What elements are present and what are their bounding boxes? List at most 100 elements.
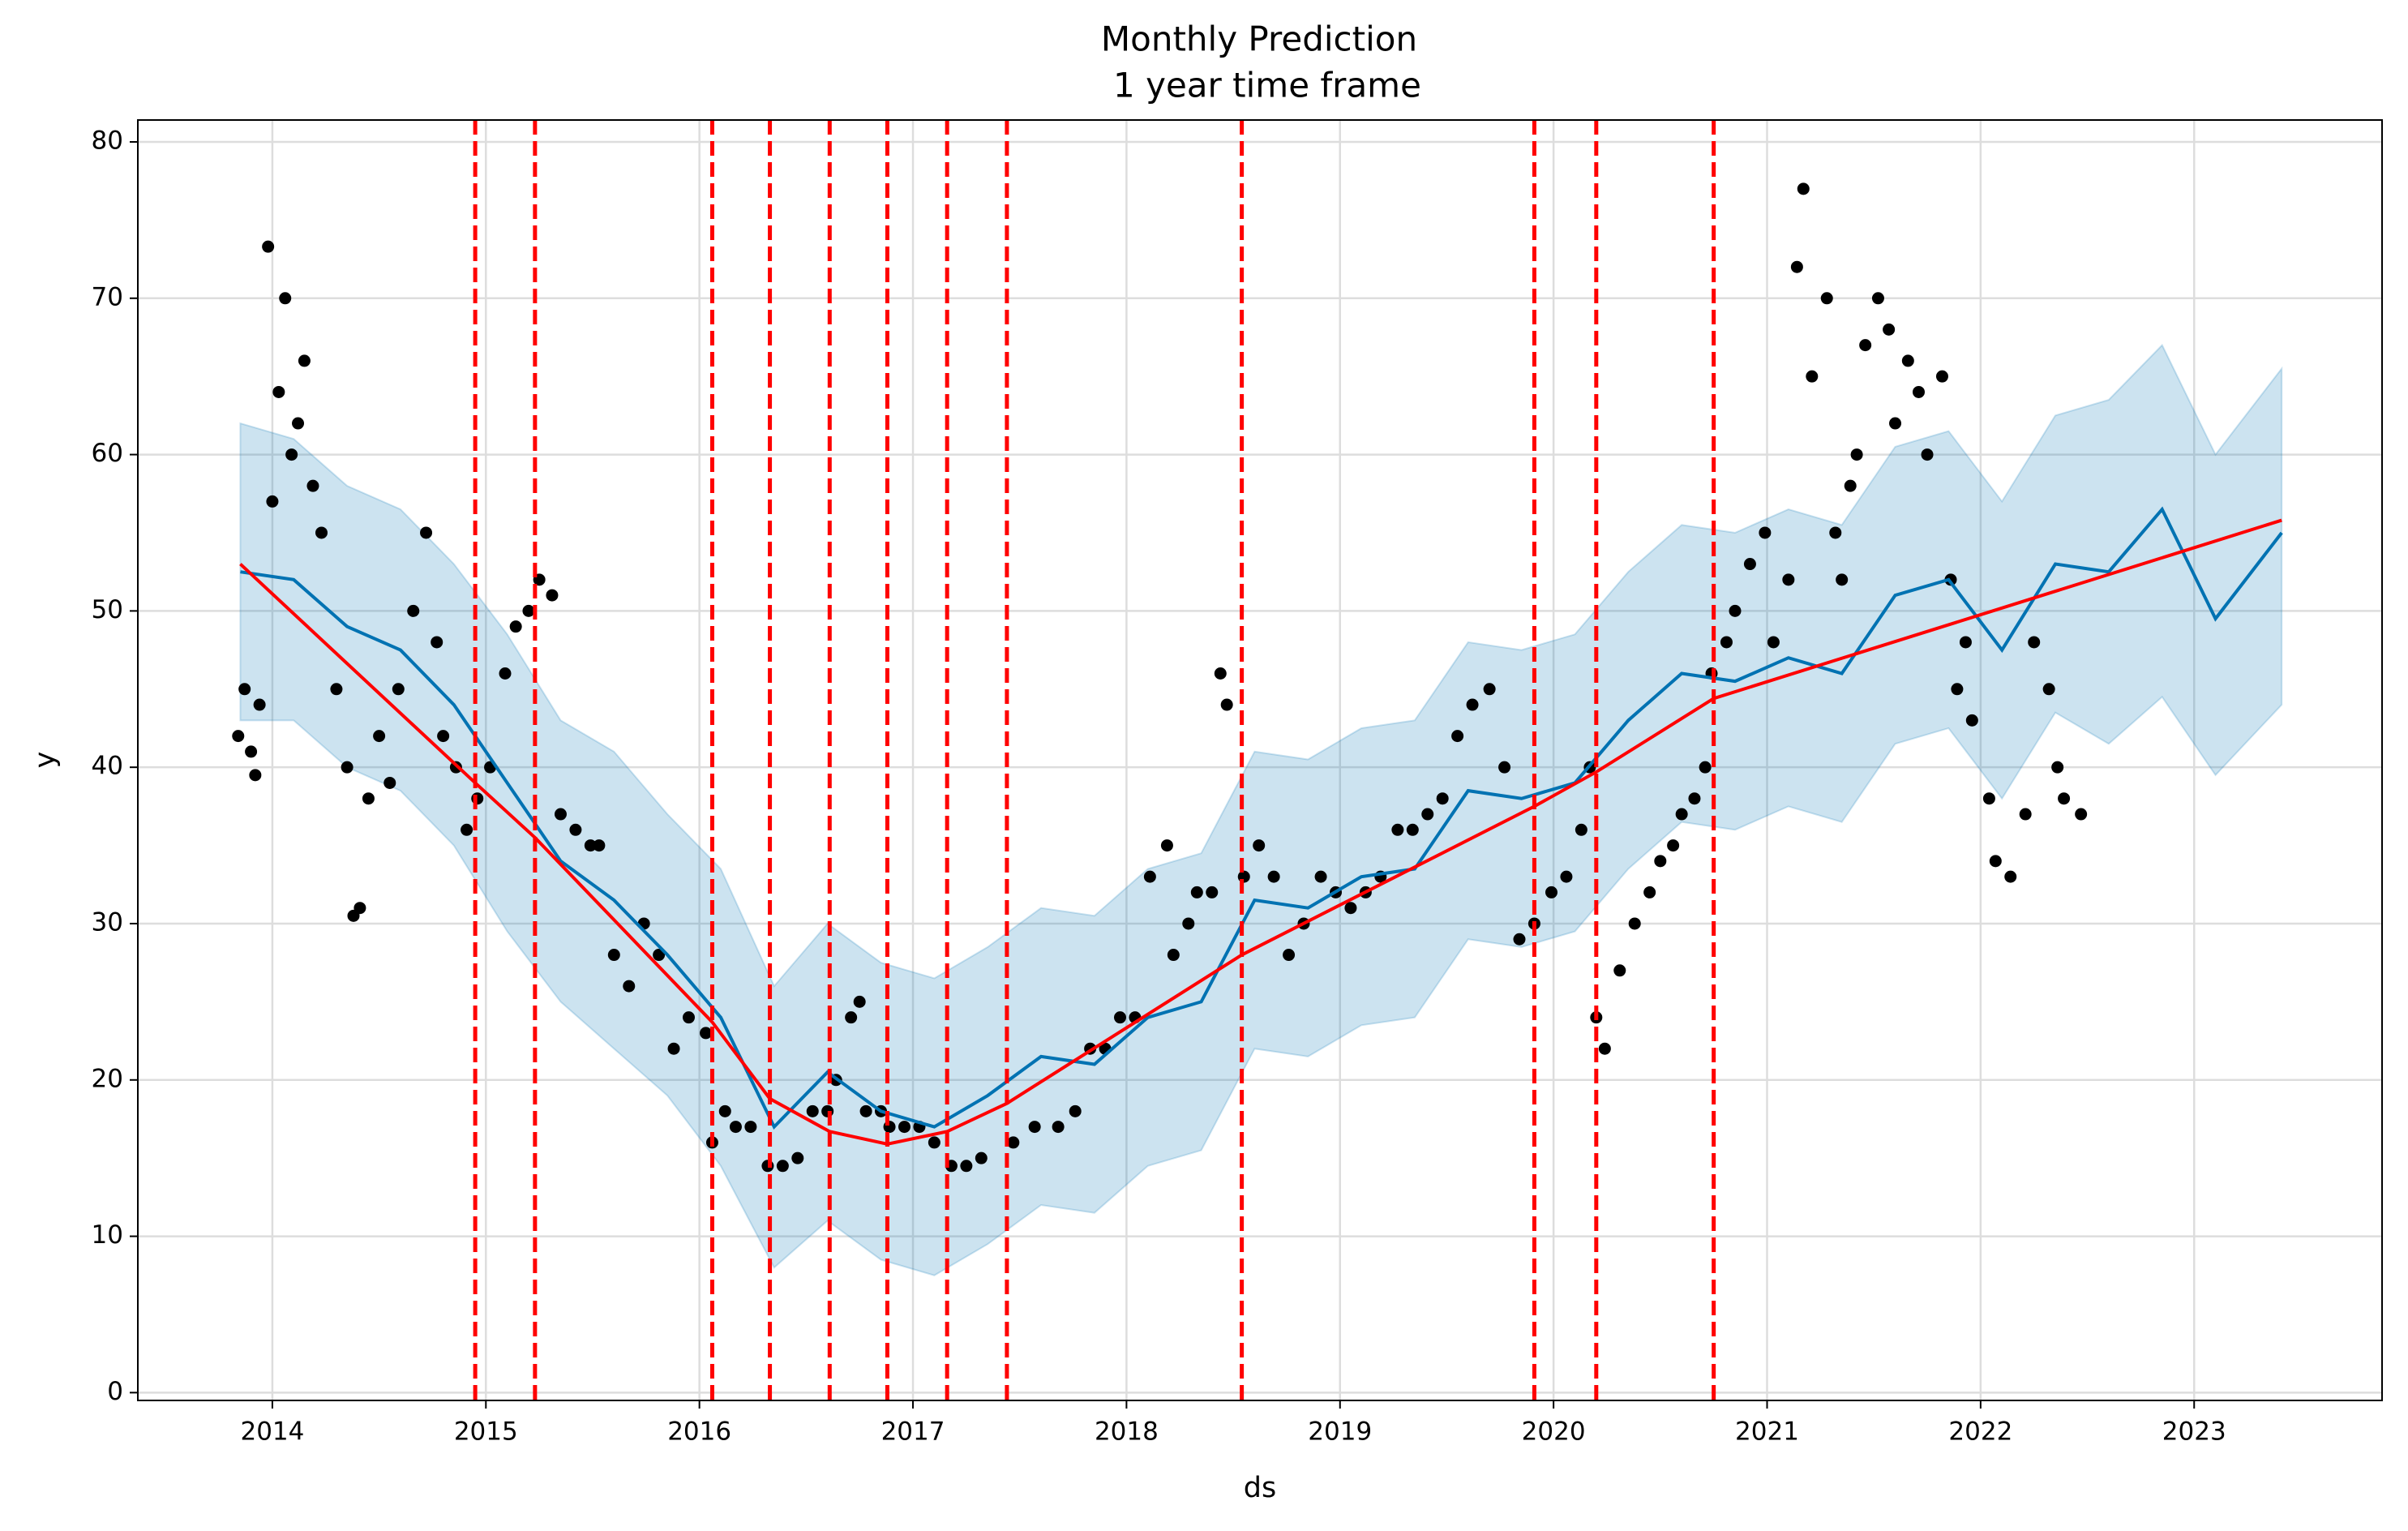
observation	[1483, 683, 1496, 696]
observation	[1699, 761, 1712, 774]
x-tick-label: 2018	[1095, 1417, 1159, 1447]
observation	[1113, 1011, 1126, 1024]
observation	[1069, 1104, 1082, 1117]
y-tick-label: 30	[92, 907, 123, 937]
observation	[407, 604, 420, 617]
observation	[1643, 886, 1656, 898]
observation	[1790, 260, 1803, 273]
observation	[1421, 808, 1434, 821]
observation	[1220, 698, 1233, 711]
x-tick-label: 2020	[1522, 1417, 1586, 1447]
observation	[1498, 761, 1511, 774]
observation	[1688, 792, 1701, 805]
y-tick-label: 20	[92, 1064, 123, 1093]
observation	[593, 839, 606, 852]
observation	[232, 730, 245, 743]
observation	[1921, 448, 1934, 461]
observation	[298, 354, 311, 367]
observation	[2019, 808, 2032, 821]
observation	[1767, 636, 1780, 649]
observation	[546, 589, 559, 602]
observation	[1797, 182, 1810, 195]
observation	[1859, 339, 1872, 352]
observation	[1391, 823, 1404, 836]
observation	[1283, 949, 1296, 962]
observation	[1959, 636, 1972, 649]
observation	[853, 995, 866, 1008]
observation	[1513, 933, 1526, 946]
observation	[883, 1121, 896, 1134]
observation	[898, 1121, 910, 1134]
y-tick-label: 60	[92, 439, 123, 468]
observation	[1344, 902, 1357, 915]
observation	[253, 698, 266, 711]
x-tick-label: 2021	[1735, 1417, 1799, 1447]
observation	[729, 1121, 742, 1134]
observation	[1253, 839, 1266, 852]
observation	[362, 792, 375, 805]
observation	[1951, 683, 1964, 696]
observation	[1889, 417, 1902, 430]
x-tick-label: 2016	[667, 1417, 731, 1447]
x-tick-label: 2015	[454, 1417, 518, 1447]
observation	[584, 839, 597, 852]
observation	[1436, 792, 1449, 805]
observation	[653, 949, 666, 962]
observation	[2051, 761, 2064, 774]
observation	[1613, 964, 1626, 977]
observation	[1314, 870, 1327, 883]
observation	[1782, 573, 1795, 586]
observation	[2042, 683, 2055, 696]
observation	[1829, 526, 1842, 539]
observation	[975, 1151, 988, 1164]
observation	[1871, 292, 1884, 305]
observation	[806, 1104, 819, 1117]
observation	[1667, 839, 1680, 852]
observation	[928, 1136, 940, 1149]
observation	[1167, 949, 1180, 962]
uncertainty-band	[239, 343, 2283, 1276]
observation	[1675, 808, 1688, 821]
observation	[1935, 370, 1948, 383]
observation	[1267, 870, 1280, 883]
observation	[2075, 808, 2088, 821]
observation	[1143, 870, 1156, 883]
observation	[744, 1121, 757, 1134]
observation	[1720, 636, 1733, 649]
observation	[392, 683, 405, 696]
observation	[1598, 1042, 1611, 1055]
observation	[266, 495, 279, 508]
plot-frame	[137, 119, 2383, 1401]
observation	[245, 745, 258, 758]
observation	[1759, 526, 1772, 539]
observation	[1160, 839, 1173, 852]
observation	[1806, 370, 1819, 383]
observation	[1190, 886, 1203, 898]
observation	[791, 1151, 804, 1164]
observation	[471, 792, 484, 805]
observation	[2004, 870, 2017, 883]
observation	[1883, 323, 1896, 336]
observation	[667, 1042, 680, 1055]
observation	[859, 1104, 872, 1117]
observation	[353, 902, 366, 915]
x-tick-label: 2017	[881, 1417, 945, 1447]
x-axis-label: ds	[1244, 1472, 1276, 1504]
observation	[285, 448, 298, 461]
chart-subtitle: 1 year time frame	[1113, 66, 1421, 105]
observation	[1182, 917, 1195, 930]
observation	[960, 1160, 973, 1173]
observation	[2028, 636, 2041, 649]
y-tick-label: 70	[92, 282, 123, 311]
observation	[522, 604, 535, 617]
observation	[845, 1011, 858, 1024]
observation	[718, 1104, 731, 1117]
y-tick-label: 40	[92, 752, 123, 781]
y-tick-label: 50	[92, 595, 123, 624]
observation	[341, 761, 353, 774]
observation	[238, 683, 251, 696]
observation	[1007, 1136, 1020, 1149]
observation	[1052, 1121, 1065, 1134]
observation	[1028, 1121, 1041, 1134]
